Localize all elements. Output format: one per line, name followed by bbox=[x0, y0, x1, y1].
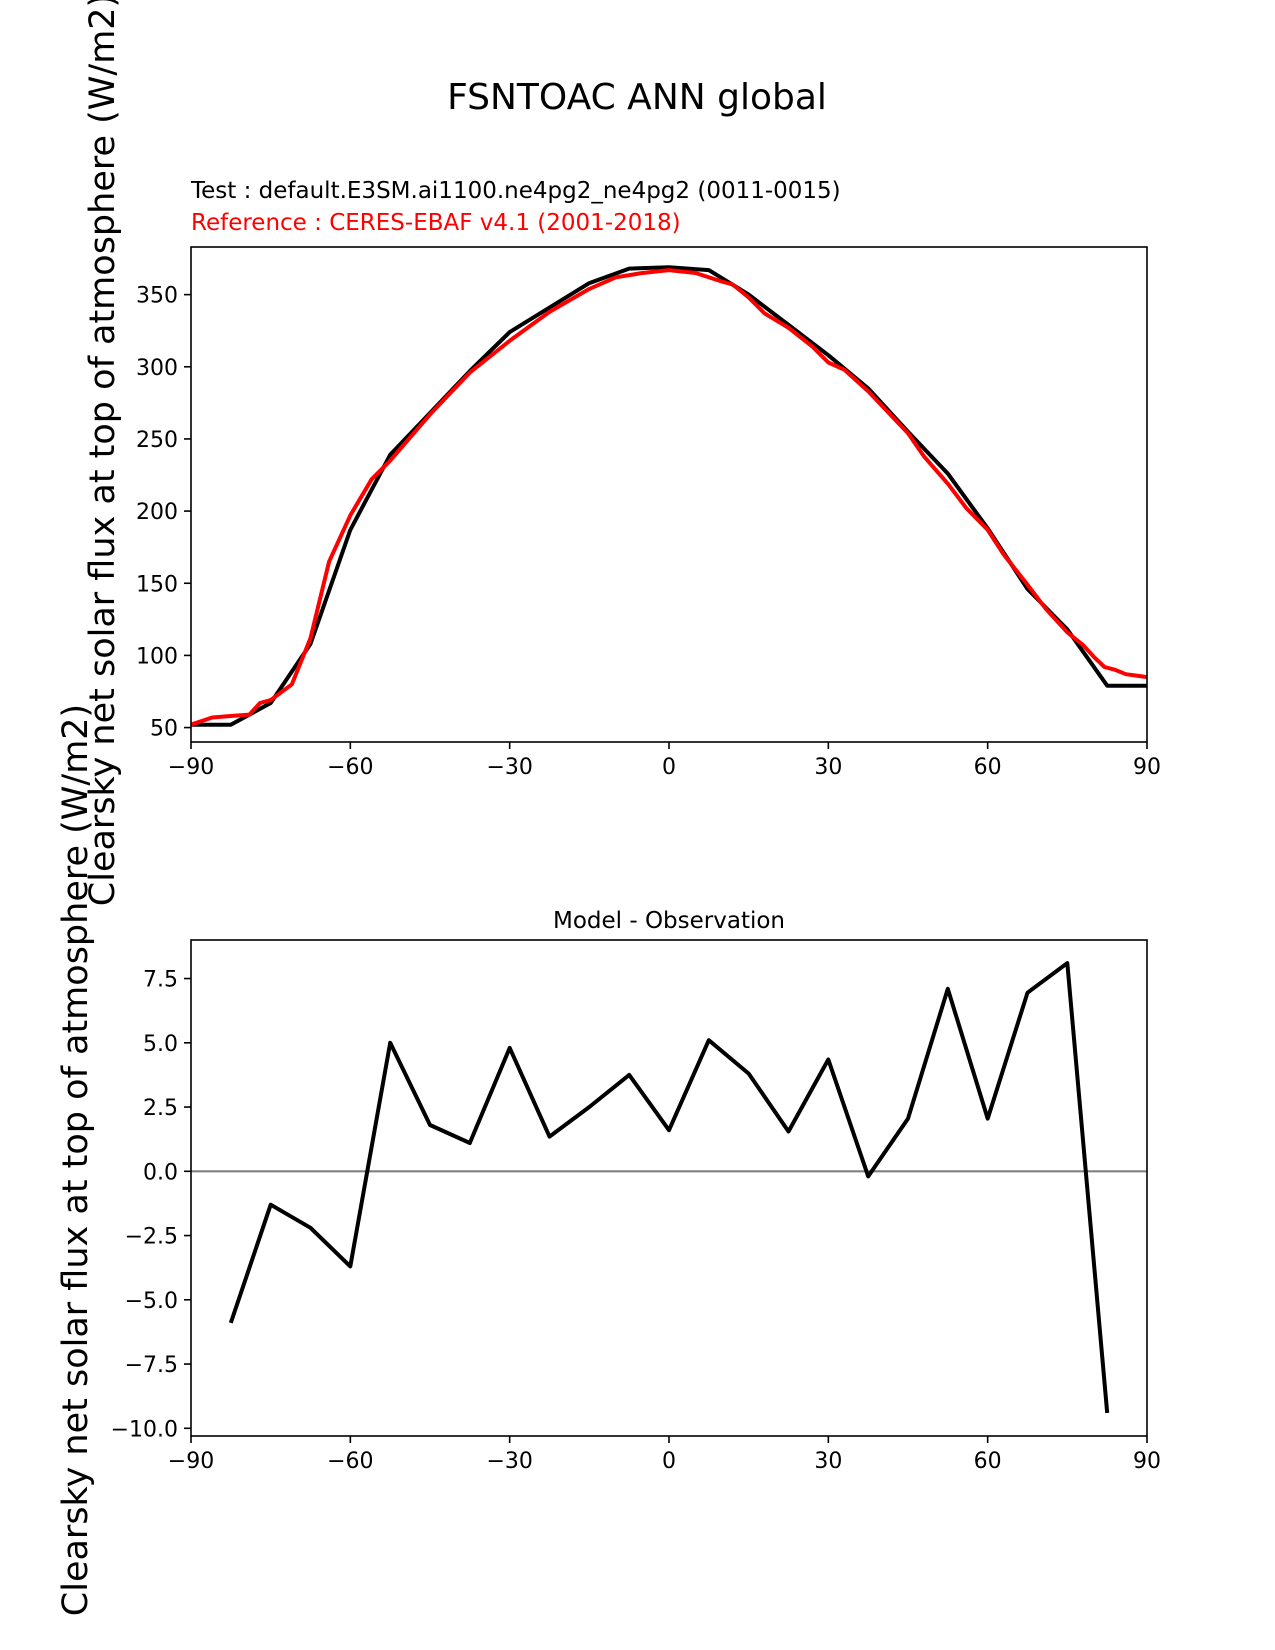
top-y-tick-label: 300 bbox=[136, 356, 178, 381]
top-x-tick-label: −60 bbox=[327, 755, 373, 780]
bottom-x-tick-label: 30 bbox=[814, 1449, 842, 1474]
test-label: Test : default.E3SM.ai1100.ne4pg2_ne4pg2… bbox=[190, 178, 841, 204]
bottom-y-axis-label: Clearsky net solar flux at top of atmosp… bbox=[56, 704, 96, 1616]
top-x-tick-label: 60 bbox=[974, 755, 1002, 780]
top-panel: Test : default.E3SM.ai1100.ne4pg2_ne4pg2… bbox=[83, 0, 1161, 906]
top-y-tick-label: 50 bbox=[150, 717, 178, 742]
top-x-tick-label: 0 bbox=[662, 755, 676, 780]
bottom-panel: Model - Observation Clearsky net solar f… bbox=[56, 704, 1161, 1616]
top-y-tick-label: 250 bbox=[136, 428, 178, 453]
bottom-y-tick-label: −5.0 bbox=[125, 1289, 178, 1314]
difference-title: Model - Observation bbox=[553, 908, 785, 934]
bottom-y-tick-label: 7.5 bbox=[143, 968, 178, 993]
top-x-tick-label: −30 bbox=[486, 755, 532, 780]
top-test-series-line bbox=[191, 265, 1147, 727]
top-y-tick-label: 350 bbox=[136, 284, 178, 309]
bottom-y-tick-label: −10.0 bbox=[111, 1417, 178, 1442]
bottom-x-tick-label: −60 bbox=[327, 1449, 373, 1474]
bottom-x-tick-label: −90 bbox=[168, 1449, 214, 1474]
bottom-y-tick-label: −7.5 bbox=[125, 1353, 178, 1378]
top-y-tick-label: 100 bbox=[136, 644, 178, 669]
top-y-tick-label: 200 bbox=[136, 500, 178, 525]
bottom-y-tick-label: 0.0 bbox=[143, 1160, 178, 1185]
bottom-axes-frame bbox=[190, 939, 1148, 1437]
bottom-x-tick-label: 60 bbox=[974, 1449, 1002, 1474]
bottom-y-tick-label: 2.5 bbox=[143, 1096, 178, 1121]
top-y-tick-label: 150 bbox=[136, 572, 178, 597]
top-x-tick-label: 30 bbox=[814, 755, 842, 780]
figure-title: FSNTOAC ANN global bbox=[447, 77, 827, 118]
top-reference-series-line bbox=[190, 268, 1148, 727]
bottom-x-tick-label: 90 bbox=[1133, 1449, 1161, 1474]
top-x-tick-label: −90 bbox=[168, 755, 214, 780]
top-y-axis-label: Clearsky net solar flux at top of atmosp… bbox=[83, 0, 123, 906]
bottom-x-tick-label: 0 bbox=[662, 1449, 676, 1474]
bottom-y-tick-label: 5.0 bbox=[143, 1032, 178, 1057]
top-axes-frame bbox=[190, 246, 1148, 743]
reference-label: Reference : CERES-EBAF v4.1 (2001-2018) bbox=[191, 210, 681, 236]
bottom-difference-series-line bbox=[228, 961, 1110, 1414]
top-x-tick-label: 90 bbox=[1133, 755, 1161, 780]
bottom-y-tick-label: −2.5 bbox=[125, 1225, 178, 1250]
bottom-x-tick-label: −30 bbox=[486, 1449, 532, 1474]
